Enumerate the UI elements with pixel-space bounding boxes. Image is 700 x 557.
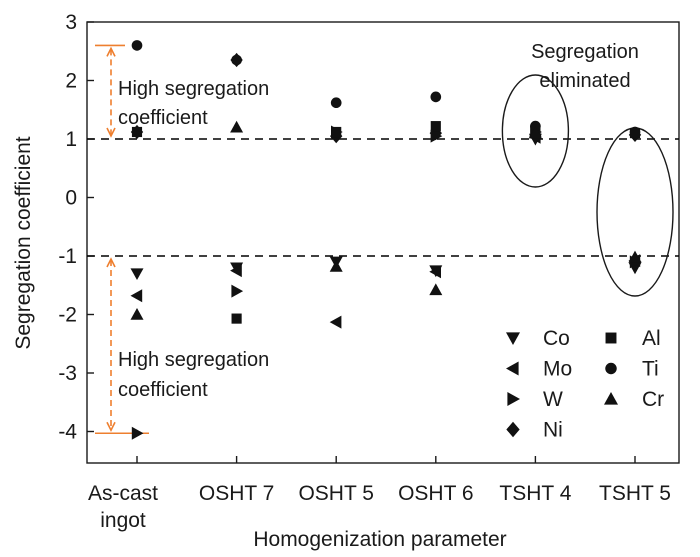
x-tick-label: TSHT 4 bbox=[499, 482, 571, 505]
x-tick-label: TSHT 5 bbox=[599, 482, 671, 505]
arrow-upper-head-down bbox=[106, 127, 116, 138]
y-axis-ticks: 3 2 1 0 -1 -2 -3 -4 bbox=[58, 11, 94, 444]
annotation-top-right-line2: eliminated bbox=[539, 70, 630, 92]
data-point-cr bbox=[230, 120, 244, 133]
data-points bbox=[130, 40, 642, 440]
y-tick-label: 1 bbox=[65, 128, 77, 151]
plot-area-frame bbox=[86, 21, 680, 464]
y-tick-label: 3 bbox=[65, 11, 77, 34]
x-tick-label: OSHT 7 bbox=[199, 482, 274, 505]
data-point-al bbox=[231, 313, 242, 324]
legend-label-ni: Ni bbox=[543, 419, 563, 442]
y-tick-label: -2 bbox=[58, 304, 77, 327]
x-axis-title: Homogenization parameter bbox=[253, 528, 506, 551]
arrow-lower-head-up bbox=[106, 257, 116, 268]
legend-marker-ni bbox=[506, 421, 520, 438]
data-point-cr bbox=[528, 126, 542, 139]
data-point-ti bbox=[629, 126, 641, 138]
arrow-lower-head-down bbox=[106, 421, 116, 433]
data-point-mo bbox=[429, 265, 441, 279]
legend-label-w: W bbox=[543, 388, 563, 411]
ellipse-tsht4 bbox=[501, 74, 570, 188]
data-point-co bbox=[130, 268, 144, 281]
legend-label-mo: Mo bbox=[543, 358, 572, 381]
legend-marker-ti bbox=[605, 362, 617, 375]
legend-marker-cr bbox=[604, 392, 618, 405]
legend: Co Mo W Ni Al Ti Cr bbox=[506, 327, 664, 442]
y-tick-label: -1 bbox=[58, 245, 77, 268]
data-point-al bbox=[430, 121, 441, 132]
y-tick-label: 0 bbox=[65, 187, 77, 210]
y-tick-label: 2 bbox=[65, 70, 77, 93]
x-tick-label: As-cast bbox=[88, 482, 158, 505]
x-axis-ticks: As-cast ingot OSHT 7 OSHT 5 OSHT 6 TSHT 4 TSHT… bbox=[88, 456, 671, 532]
data-point-ti bbox=[231, 54, 242, 66]
x-tick-label: OSHT 6 bbox=[398, 482, 473, 505]
legend-label-ti: Ti bbox=[642, 358, 659, 381]
data-point-cr bbox=[628, 250, 642, 263]
data-point-mo bbox=[329, 315, 342, 329]
y-tick-label: -3 bbox=[58, 362, 77, 385]
data-point-mo bbox=[130, 289, 143, 303]
data-point-cr bbox=[429, 283, 443, 296]
annotation-bottom-left-line2: coefficient bbox=[118, 379, 208, 401]
annotation-bottom-left-line1: High segregation bbox=[118, 349, 269, 371]
data-point-w bbox=[231, 284, 244, 298]
annotation-top-left-line1: High segregation bbox=[118, 78, 269, 100]
annotation-top-left-line2: coefficient bbox=[118, 107, 208, 129]
y-tick-label: -4 bbox=[58, 421, 77, 444]
data-point-ti bbox=[131, 40, 143, 51]
data-point-cr bbox=[130, 308, 144, 320]
data-point-mo bbox=[230, 264, 242, 278]
data-point-al bbox=[131, 126, 143, 138]
legend-marker-co bbox=[506, 332, 520, 345]
data-point-al bbox=[331, 126, 342, 138]
x-tick-label: ingot bbox=[100, 509, 146, 532]
y-axis-title: Segregation coefficient bbox=[12, 136, 35, 349]
data-point-ti bbox=[330, 97, 342, 109]
range-arrows bbox=[95, 44, 149, 435]
reference-lines bbox=[87, 138, 679, 257]
x-tick-label: OSHT 5 bbox=[298, 482, 373, 505]
highlight-ellipses bbox=[501, 74, 674, 297]
data-point-ti bbox=[430, 91, 442, 103]
legend-label-cr: Cr bbox=[642, 388, 664, 411]
data-point-w bbox=[131, 426, 144, 440]
legend-marker-al bbox=[605, 332, 617, 344]
annotation-top-right-line1: Segregation bbox=[531, 41, 639, 63]
legend-label-al: Al bbox=[642, 327, 661, 350]
legend-marker-mo bbox=[506, 361, 519, 376]
data-point-cr bbox=[329, 260, 343, 272]
legend-label-co: Co bbox=[543, 327, 570, 350]
legend-marker-w bbox=[507, 392, 520, 406]
arrow-upper-head-up bbox=[106, 46, 116, 57]
data-point-ti bbox=[530, 120, 541, 132]
